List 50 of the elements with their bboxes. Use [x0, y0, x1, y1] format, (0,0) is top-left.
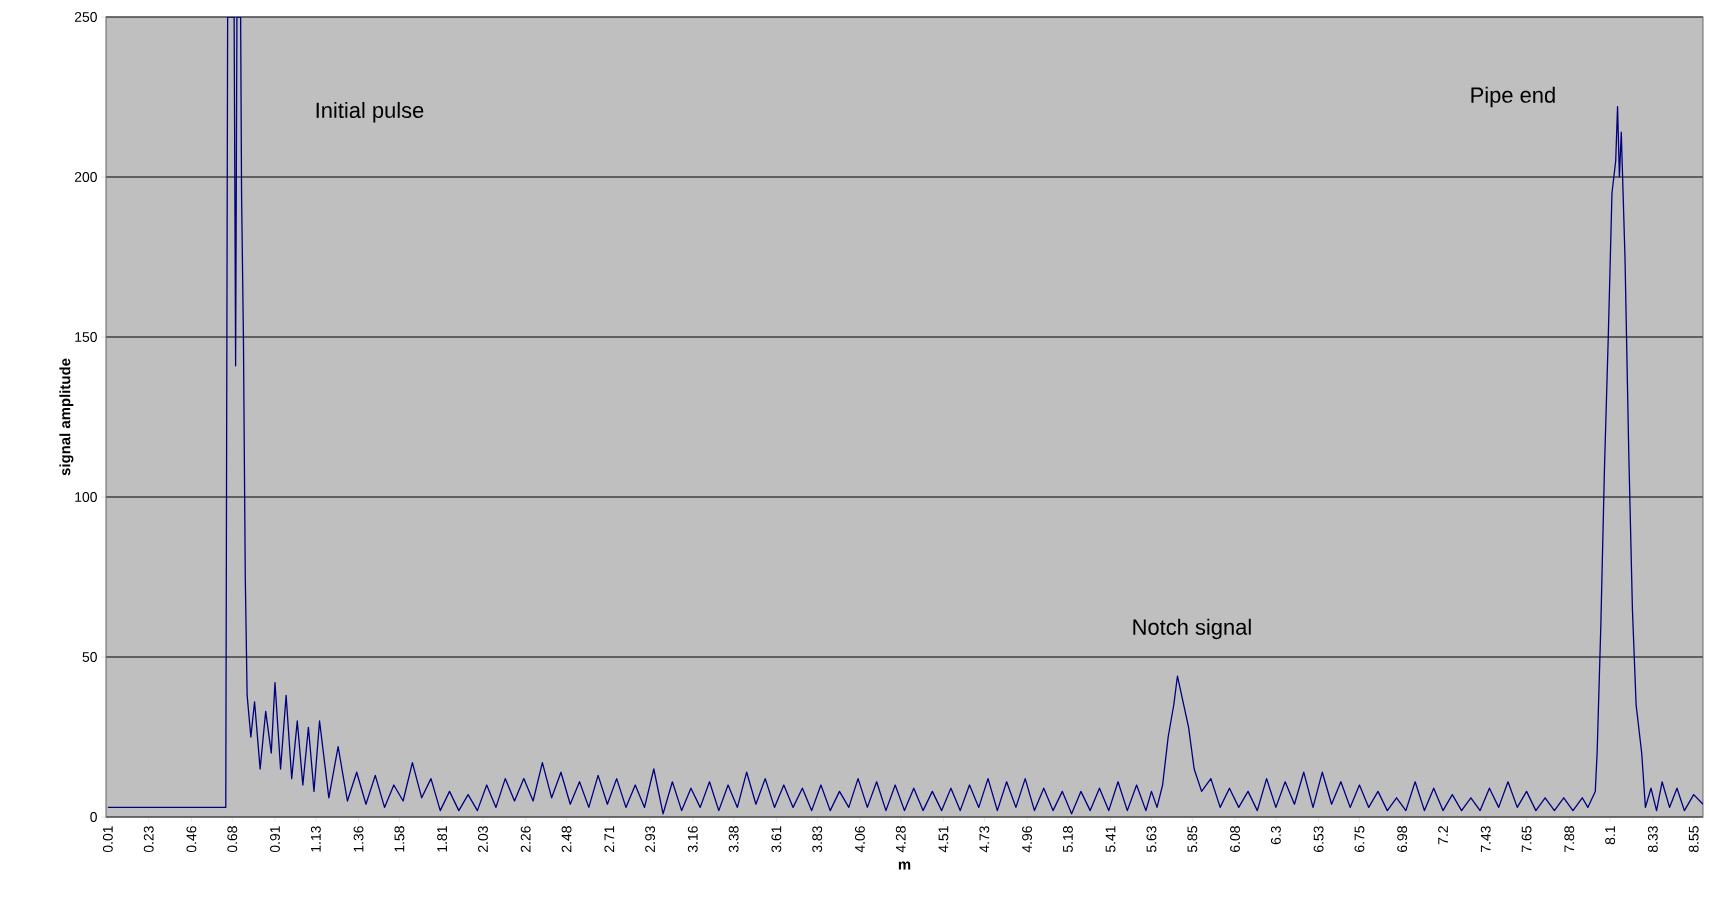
x-tick-label: 6.75	[1354, 826, 1365, 852]
x-tick-label: 4.06	[854, 826, 865, 853]
x-tick-label: 2.48	[561, 826, 572, 852]
y-tick-label: 200	[74, 172, 97, 182]
x-tick-label: 1.13	[310, 826, 321, 852]
x-tick-label: 2.93	[645, 826, 656, 852]
x-tick-label: 7.43	[1480, 826, 1491, 852]
annotation: Notch signal	[1133, 618, 1251, 640]
x-tick-label: 0.23	[143, 826, 154, 853]
x-tick-label: 5.63	[1146, 826, 1157, 853]
x-tick-label: 6.53	[1313, 826, 1324, 852]
x-tick-label: 2.26	[520, 826, 531, 852]
x-tick-label: 0.68	[227, 826, 238, 853]
x-tick-label: 7.65	[1521, 826, 1532, 852]
x-tick-label: 5.85	[1187, 826, 1198, 853]
x-tick-label: 3.38	[728, 826, 739, 853]
x-tick-label: 8.55	[1688, 826, 1699, 853]
x-tick-label: 1.58	[394, 826, 405, 852]
y-tick-label: 250	[74, 12, 97, 22]
x-tick-label: 1.81	[437, 826, 448, 852]
annotation: Initial pulse	[316, 101, 424, 123]
x-tick-label: 4.51	[938, 826, 949, 853]
annotation: Pipe end	[1471, 86, 1555, 108]
x-tick-label: 8.1	[1605, 826, 1616, 845]
x-tick-label: 3.61	[771, 826, 782, 853]
x-tick-label: 8.33	[1647, 826, 1658, 853]
x-tick-label: 3.16	[687, 826, 698, 853]
y-axis-title: signal amplitude	[59, 358, 74, 476]
x-tick-label: 5.41	[1105, 826, 1116, 853]
x-tick-label: 6.98	[1397, 826, 1408, 852]
y-tick-label: 150	[75, 332, 97, 342]
y-tick-label: 50	[82, 652, 97, 662]
x-tick-label: 6.08	[1230, 826, 1240, 852]
x-tick-label: 6.3	[1270, 826, 1281, 845]
x-tick-label: 5.18	[1062, 826, 1073, 853]
y-tick-label: 100	[75, 492, 97, 502]
x-tick-label: 3.83	[812, 826, 823, 853]
x-tick-label: 1.36	[353, 826, 364, 852]
x-tick-label: 2.71	[604, 826, 615, 852]
x-axis-title: m	[898, 861, 911, 870]
x-tick-label: 0.91	[270, 826, 280, 853]
x-tick-label: 4.28	[895, 826, 906, 853]
y-tick-label: 0	[90, 812, 97, 822]
x-tick-label: 4.73	[979, 826, 990, 853]
x-tick-label: 7.88	[1564, 826, 1575, 852]
x-tick-label: 4.96	[1022, 826, 1032, 853]
x-tick-label: 2.03	[478, 826, 488, 852]
x-tick-label: 0.01	[102, 826, 113, 853]
x-tick-label: 7.2	[1438, 826, 1448, 845]
x-tick-label: 0.46	[186, 826, 197, 853]
